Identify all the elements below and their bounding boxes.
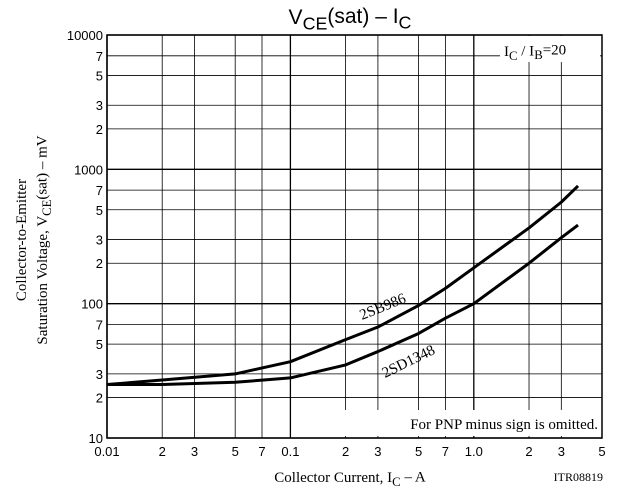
- y-tick-label: 100: [81, 297, 103, 312]
- text-part: / I: [518, 43, 535, 59]
- subscript: B: [534, 48, 543, 62]
- subscript: C: [399, 12, 412, 32]
- y-axis-label: Collector-to-Emitter: [14, 179, 30, 301]
- x-tick-label: 0.1: [281, 444, 299, 459]
- text-part: (sat) – mV: [34, 135, 50, 199]
- y-tick-label: 10: [89, 431, 103, 446]
- x-tick-label: 2: [525, 444, 532, 459]
- x-tick-label: 3: [374, 444, 381, 459]
- text-part: Collector Current, I: [274, 470, 392, 486]
- x-tick-label: 1.0: [465, 444, 483, 459]
- x-tick-label: 2: [342, 444, 349, 459]
- note: For PNP minus sign is omitted.: [410, 417, 598, 433]
- y-tick-label: 1000: [74, 162, 103, 177]
- x-axis-label: Collector Current, IC – A: [274, 469, 426, 489]
- y-tick-label: 2: [96, 256, 103, 271]
- series-label: 2SB986: [358, 291, 409, 324]
- y-tick-label: 7: [96, 317, 103, 332]
- y-tick-label: 2: [96, 122, 103, 137]
- figure-code: ITR08819: [554, 470, 603, 484]
- condition: IC / IB=20: [504, 43, 566, 63]
- x-tick-label: 7: [258, 444, 265, 459]
- text-part: V: [289, 6, 303, 29]
- x-tick-label: 5: [598, 444, 605, 459]
- x-tick-label: 5: [415, 444, 422, 459]
- y-tick-label: 3: [96, 367, 103, 382]
- y-tick-label: 5: [96, 203, 103, 218]
- series-line: [106, 184, 580, 387]
- text-part: Saturation Voltage, V: [35, 216, 51, 345]
- y-tick-label: 10000: [67, 28, 103, 43]
- text-part: I: [504, 44, 509, 60]
- subscript: CE: [40, 199, 54, 216]
- x-tick-label: 3: [191, 444, 198, 459]
- text-part: Collector-to-Emitter: [14, 179, 30, 301]
- text-part: (sat) – I: [327, 5, 398, 28]
- y-tick-label: 7: [96, 49, 103, 64]
- condition-bg: [500, 36, 600, 62]
- y-axis-label: Saturation Voltage, VCE(sat) – mV: [34, 135, 54, 344]
- y-tick-label: 2: [96, 391, 103, 406]
- text-part: =20: [543, 43, 566, 59]
- note-bg: [320, 410, 601, 436]
- y-tick-label: 3: [96, 233, 103, 248]
- y-tick-label: 5: [96, 337, 103, 352]
- x-tick-label: 0.01: [94, 444, 119, 459]
- subscript: C: [392, 475, 401, 489]
- series-line: [107, 223, 579, 387]
- y-tick-label: 5: [96, 68, 103, 83]
- y-tick-label: 7: [96, 183, 103, 198]
- subscript: C: [509, 49, 518, 63]
- y-tick-label: 3: [96, 98, 103, 113]
- x-tick-label: 3: [558, 444, 565, 459]
- text-part: – A: [401, 469, 426, 485]
- chart-title: VCE(sat) – IC: [289, 5, 412, 33]
- plot-frame: [106, 34, 603, 439]
- x-tick-label: 7: [442, 444, 449, 459]
- x-tick-label: 5: [232, 444, 239, 459]
- x-tick-label: 2: [159, 444, 166, 459]
- plot: 10000 7 5 3 2 1000 7 5 3 2 100 7 5 3 2 100.01 2 3 5 7 0.1 2 3 5…: [67, 28, 606, 459]
- subscript: CE: [303, 13, 328, 33]
